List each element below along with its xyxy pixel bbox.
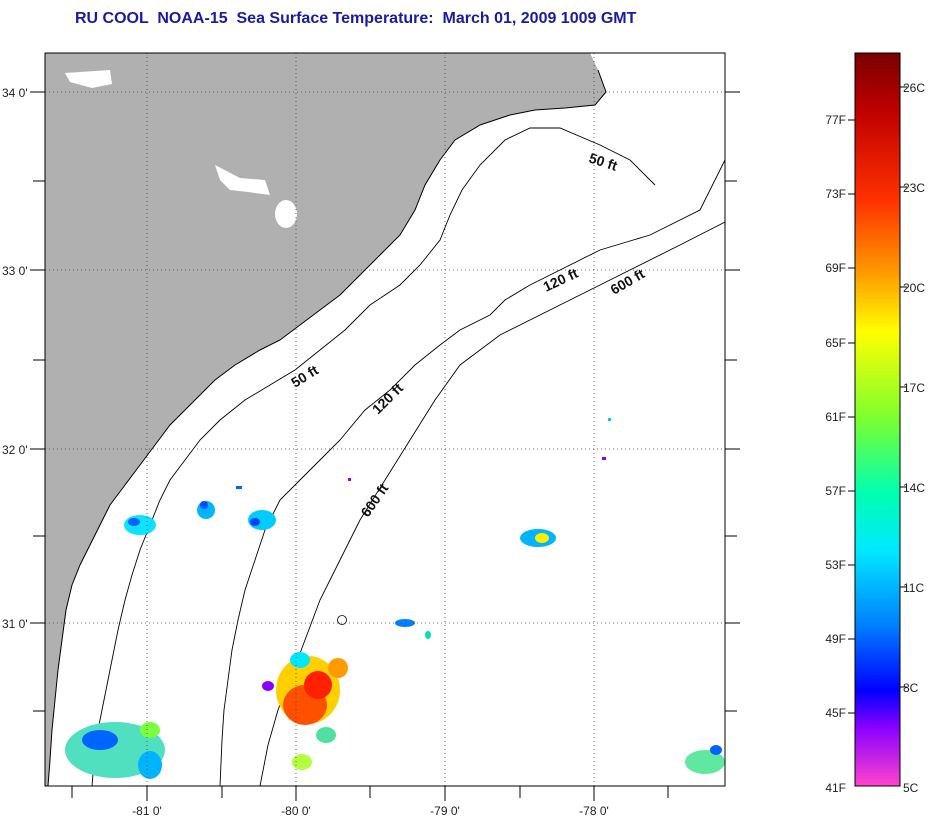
sst-patch: [124, 515, 156, 535]
sst-patch: [685, 745, 725, 774]
colorbar-f-label: 69F: [825, 261, 846, 275]
colorbar-c-label: 17C: [903, 381, 925, 395]
colorbar-f-label: 41F: [825, 781, 846, 795]
coastline: [47, 69, 607, 786]
axis-ticks: [30, 91, 740, 801]
sst-patch: [520, 529, 556, 547]
colorbar-f-label: 73F: [825, 187, 846, 201]
colorbar-ticks: [848, 86, 907, 714]
colorbar-f-label: 57F: [825, 484, 846, 498]
colorbar-f-label: 77F: [825, 113, 846, 127]
sst-patch: [262, 652, 348, 770]
colorbar-gradient: [854, 52, 901, 787]
colorbar-f-label: 61F: [825, 410, 846, 424]
lat-label: 34 0': [2, 86, 28, 100]
sst-patch: [65, 722, 165, 779]
colorbar-f-label: 65F: [825, 336, 846, 350]
map-title: RU COOL NOAA-15 Sea Surface Temperature:…: [75, 10, 637, 27]
lat-label: 32 0': [2, 443, 28, 457]
lake: [215, 165, 270, 195]
colorbar-f-label: 53F: [825, 558, 846, 572]
contour-120ft: [219, 159, 725, 786]
lon-label: -78 0': [579, 804, 609, 817]
colorbar-c-label: 11C: [903, 581, 924, 595]
sst-patch: [236, 418, 611, 489]
lon-label: -81 0': [132, 804, 162, 817]
colorbar-c-label: 26C: [903, 81, 925, 95]
lon-label: -79 0': [430, 804, 460, 817]
lat-label: 33 0': [2, 264, 28, 278]
lake: [65, 70, 112, 88]
colorbar-f-label: 49F: [825, 632, 846, 646]
lat-label: 31 0': [2, 617, 28, 631]
colorbar-c-label: 20C: [903, 281, 925, 295]
colorbar-c-label: 23C: [903, 181, 925, 195]
land-mass: [45, 53, 606, 786]
island-outline: [337, 615, 347, 625]
lon-label: -80 0': [281, 804, 311, 817]
sst-patch: [248, 510, 276, 530]
sst-patch: [197, 501, 215, 519]
colorbar-c-label: 8C: [903, 681, 919, 695]
colorbar-f-label: 45F: [825, 706, 846, 720]
contour-50ft: [91, 127, 656, 786]
colorbar-c-label: 14C: [903, 481, 925, 495]
colorbar-c-label: 5C: [903, 781, 919, 795]
map-frame: [44, 52, 726, 787]
graticule: [45, 53, 725, 786]
lake: [275, 200, 297, 228]
